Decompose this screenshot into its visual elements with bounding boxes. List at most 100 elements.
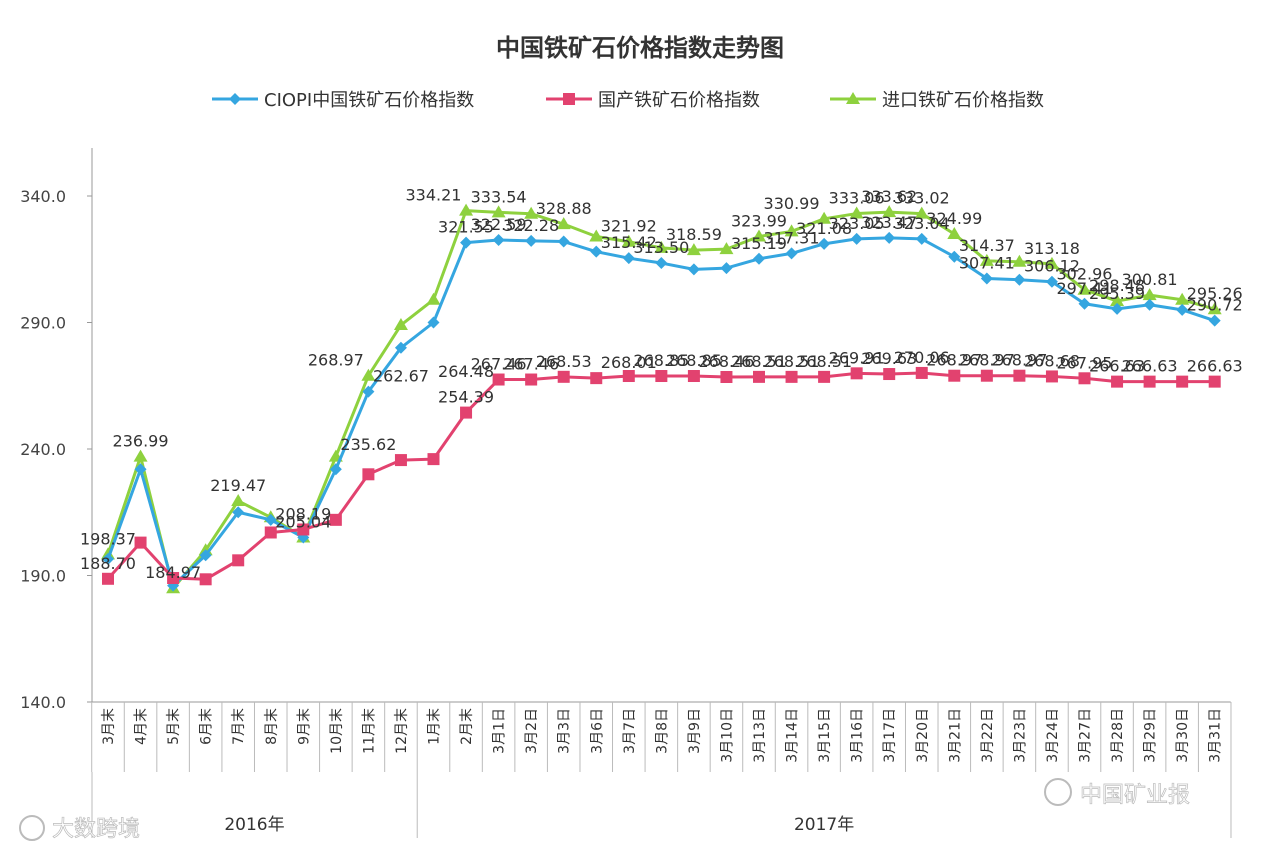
x-tick-label: 10月末 xyxy=(329,708,345,754)
data-label: 323.04 xyxy=(894,214,950,233)
data-point xyxy=(1176,303,1189,316)
data-point xyxy=(329,513,342,526)
data-point xyxy=(264,513,277,526)
y-tick-label: 290.0 xyxy=(20,314,66,333)
data-label: 254.39 xyxy=(438,388,494,407)
data-label: 184.97 xyxy=(145,563,201,582)
data-point xyxy=(460,236,473,249)
data-point xyxy=(297,523,310,536)
data-label: 270.06 xyxy=(894,348,950,367)
data-label: 333.54 xyxy=(471,187,527,206)
x-tick-label: 4月末 xyxy=(134,708,150,745)
x-tick-label: 3月24日 xyxy=(1045,708,1061,763)
x-tick-label: 3月2日 xyxy=(524,708,540,754)
data-point xyxy=(720,370,733,383)
data-label: 268.51 xyxy=(764,352,820,371)
data-point xyxy=(654,240,669,253)
y-tick-label: 240.0 xyxy=(20,440,66,459)
data-point xyxy=(231,493,246,506)
x-tick-label: 3月20日 xyxy=(915,708,931,763)
x-tick-label: 3月17日 xyxy=(882,708,898,763)
x-tick-label: 9月末 xyxy=(296,708,312,745)
x-tick-label: 11月末 xyxy=(361,708,377,754)
data-point xyxy=(687,263,700,276)
y-tick-label: 190.0 xyxy=(20,567,66,586)
x-tick-label: 3月23日 xyxy=(1012,708,1028,763)
data-point xyxy=(492,373,505,386)
x-tick-label: 3月7日 xyxy=(622,708,638,754)
data-label: 323.05 xyxy=(829,214,885,233)
x-tick-label: 3月27日 xyxy=(1078,708,1094,763)
data-label: 268.51 xyxy=(796,352,852,371)
data-point xyxy=(102,572,114,585)
data-point xyxy=(426,292,441,305)
data-label: 300.81 xyxy=(1122,270,1178,289)
data-point xyxy=(427,316,440,329)
data-label: 334.21 xyxy=(406,186,462,205)
data-point xyxy=(1111,302,1124,315)
x-tick-label: 3月31日 xyxy=(1208,708,1224,763)
data-point xyxy=(947,226,962,239)
data-point xyxy=(1078,297,1091,310)
data-label: 268.46 xyxy=(698,352,754,371)
data-point xyxy=(622,370,635,383)
data-point xyxy=(914,206,929,219)
data-point xyxy=(883,368,896,381)
data-label: 266.63 xyxy=(1187,357,1243,376)
data-point xyxy=(686,243,701,256)
data-point xyxy=(1044,256,1059,269)
watermark-logo-icon xyxy=(19,815,45,841)
watermark-right: 中国矿业报 xyxy=(1044,778,1190,808)
data-point xyxy=(1013,273,1026,286)
legend-entry: 国产铁矿石价格指数 xyxy=(598,90,760,111)
data-point xyxy=(199,549,212,562)
data-point xyxy=(394,341,407,354)
data-point xyxy=(491,205,506,218)
x-tick-label: 3月10日 xyxy=(719,708,735,763)
data-point xyxy=(883,231,896,244)
data-label: 295.39 xyxy=(1089,284,1145,303)
data-label: 264.48 xyxy=(438,362,494,381)
data-point xyxy=(622,252,635,265)
data-point xyxy=(980,272,993,285)
data-point xyxy=(1143,375,1156,388)
data-point xyxy=(882,205,897,218)
data-label: 236.99 xyxy=(113,432,169,451)
x-tick-label: 3月16日 xyxy=(850,708,866,763)
data-point xyxy=(850,232,863,245)
x-tick-label: 8月末 xyxy=(264,708,280,745)
data-point xyxy=(589,229,604,242)
x-tick-label: 6月末 xyxy=(199,708,215,745)
legend-entry: CIOPI中国铁矿石价格指数 xyxy=(264,90,474,111)
data-label: 328.88 xyxy=(536,199,592,218)
data-point xyxy=(524,206,539,219)
data-point xyxy=(492,234,505,247)
data-label: 298.48 xyxy=(1089,276,1145,295)
y-tick-label: 140.0 xyxy=(20,693,66,712)
data-label: 188.70 xyxy=(80,554,136,573)
data-point xyxy=(1111,375,1124,388)
data-label: 268.51 xyxy=(731,352,787,371)
data-point xyxy=(784,224,799,237)
data-label: 321.55 xyxy=(438,218,494,237)
data-point xyxy=(232,506,245,519)
legend-marker-icon xyxy=(229,93,241,105)
x-tick-label: 2月末 xyxy=(459,708,475,745)
data-point xyxy=(1012,254,1027,267)
data-label: 267.95 xyxy=(1057,353,1113,372)
data-label: 313.18 xyxy=(1024,239,1080,258)
chart-title: 中国铁矿石价格指数走势图 xyxy=(496,34,784,62)
axes: 140.0 190.0 240.0 290.0 340.0 3月末 4月末 5月末 6月末 7月末… xyxy=(20,148,1232,838)
data-point xyxy=(556,217,571,230)
x-tick-label: 3月28日 xyxy=(1110,708,1126,763)
data-point xyxy=(133,449,148,462)
data-point xyxy=(753,252,765,265)
wechat-icon xyxy=(1044,778,1072,806)
data-point xyxy=(557,235,570,248)
data-point xyxy=(264,526,277,539)
data-label: 267.46 xyxy=(471,355,527,374)
data-point xyxy=(1078,372,1091,385)
data-label: 268.97 xyxy=(991,351,1047,370)
data-point xyxy=(459,203,474,216)
data-label: 268.97 xyxy=(926,351,982,370)
